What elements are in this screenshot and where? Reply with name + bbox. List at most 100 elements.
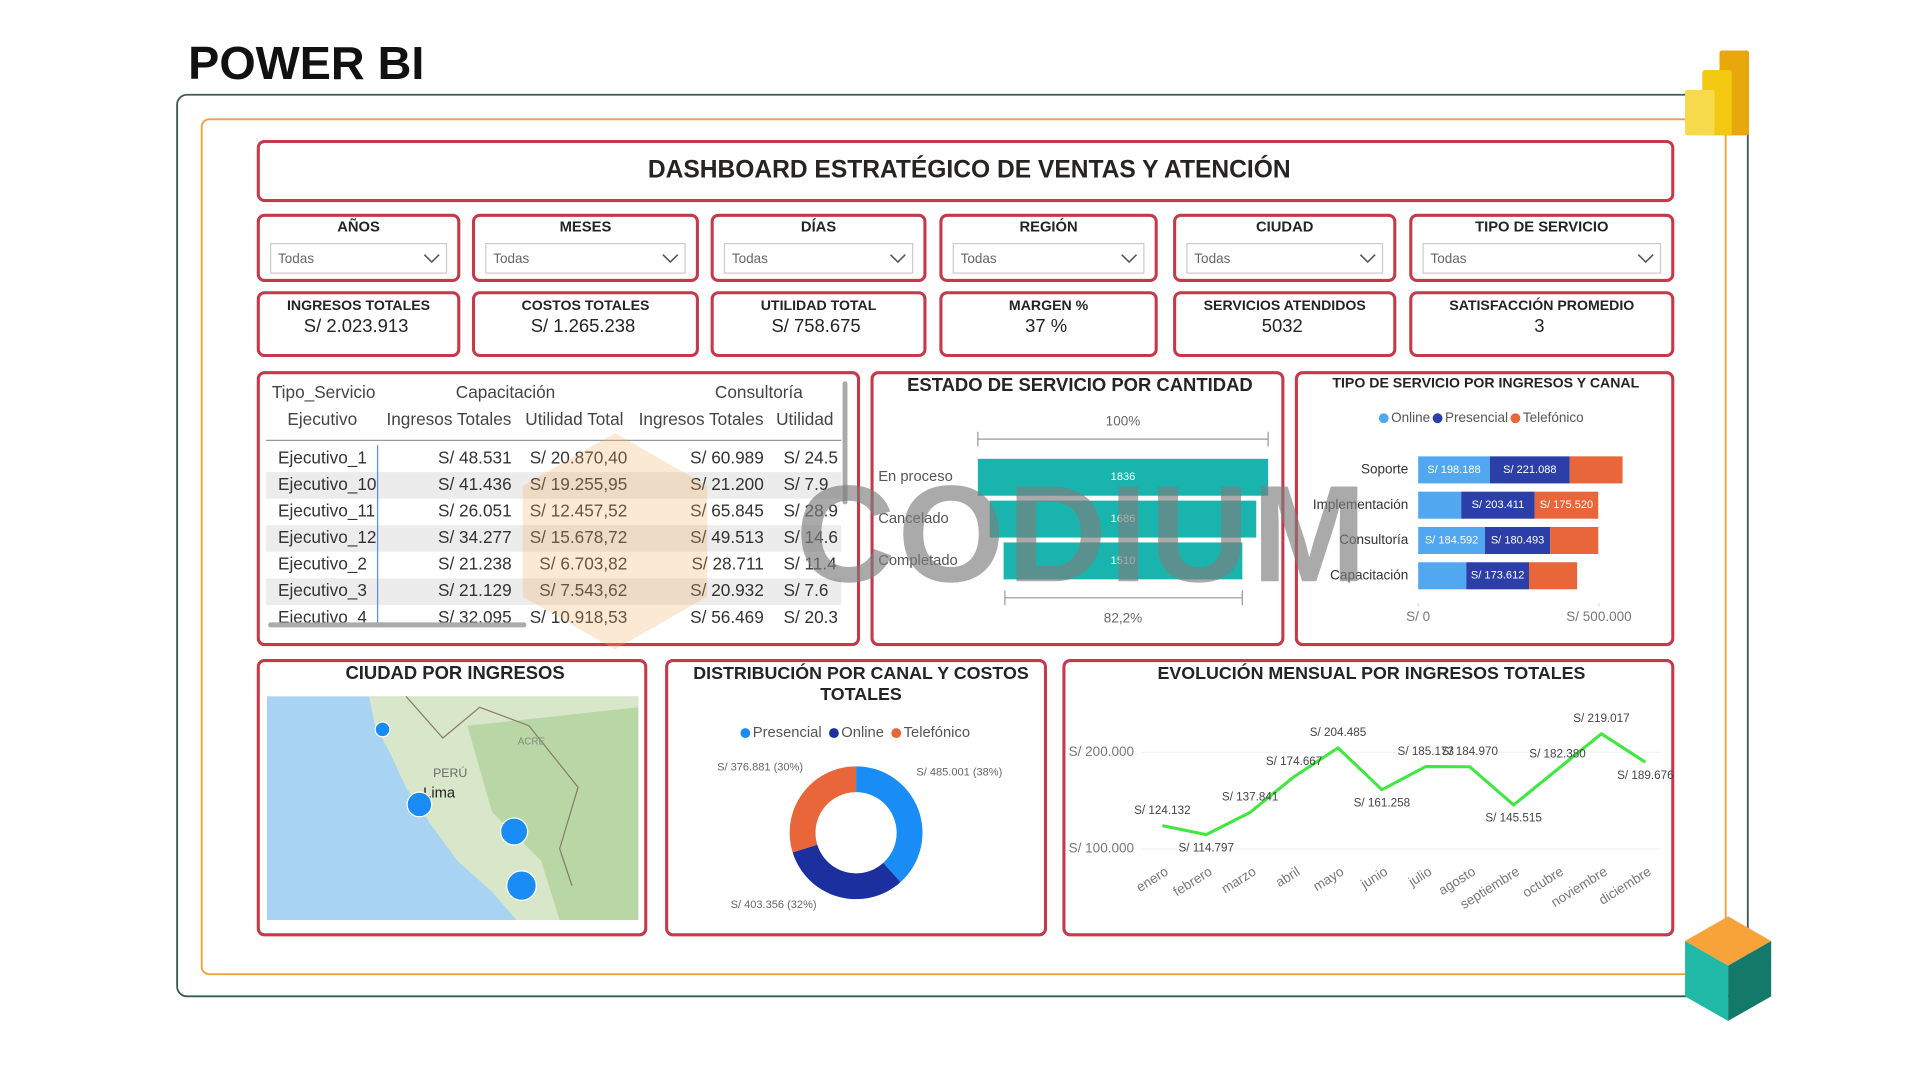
donut-value-label: S/ 403.356 (32%) bbox=[731, 899, 817, 911]
bar-segment bbox=[1418, 562, 1467, 590]
legend-label: Online bbox=[841, 725, 884, 741]
kpi-label: INGRESOS TOTALES bbox=[287, 297, 430, 313]
bar-segment bbox=[1534, 491, 1599, 519]
table-cell: S/ 28.9 bbox=[783, 501, 838, 521]
map-label: Lima bbox=[423, 785, 456, 801]
kpi-value: S/ 758.675 bbox=[771, 315, 860, 336]
legend-marker bbox=[891, 728, 902, 739]
dropdown-arrow[interactable] bbox=[662, 254, 679, 264]
dropdown-box[interactable] bbox=[952, 242, 1145, 274]
v-scrollbar bbox=[842, 381, 848, 505]
funnel-bar bbox=[977, 458, 1269, 496]
table-cell: S/ 21.200 bbox=[690, 474, 764, 494]
dropdown-box[interactable] bbox=[1186, 242, 1384, 274]
table-cell: S/ 14.6 bbox=[783, 527, 838, 547]
page-title: POWER BI bbox=[188, 37, 424, 89]
dropdown-box[interactable] bbox=[269, 242, 448, 274]
table-column-header: Utilidad Total bbox=[525, 409, 623, 429]
kpi-label: COSTOS TOTALES bbox=[522, 297, 650, 313]
table-group-header: Consultoría bbox=[715, 382, 803, 402]
bar-value-label: S/ 221.088 bbox=[1503, 464, 1556, 476]
filter-dropdown[interactable]: Todas bbox=[1422, 242, 1662, 274]
panel bbox=[939, 291, 1158, 358]
dropdown-arrow[interactable] bbox=[1121, 254, 1138, 264]
x-tick-label: S/ 0 bbox=[1406, 609, 1430, 624]
bar-value-label: S/ 175.520 bbox=[1540, 499, 1593, 511]
y-tick-label: S/ 100.000 bbox=[1069, 841, 1134, 856]
row-stripe bbox=[265, 578, 842, 605]
filter-dropdown[interactable]: Todas bbox=[485, 242, 686, 274]
dashboard-title: DASHBOARD ESTRATÉGICO DE VENTAS Y ATENCI… bbox=[648, 156, 1291, 184]
dropdown-arrow[interactable] bbox=[1637, 254, 1654, 264]
dropdown-arrow[interactable] bbox=[889, 254, 906, 264]
chart-title: ESTADO DE SERVICIO POR CANTIDAD bbox=[907, 374, 1253, 395]
filter-dropdown[interactable]: Todas bbox=[723, 242, 914, 274]
funnel-bar bbox=[1003, 542, 1243, 580]
table-cell: S/ 20.3 bbox=[783, 607, 838, 627]
filter-label: REGIÓN bbox=[1019, 217, 1077, 235]
map-bubble bbox=[374, 721, 391, 738]
kpi-value: 3 bbox=[1534, 315, 1544, 336]
table-cell: S/ 28.711 bbox=[691, 554, 763, 574]
point-value-label: S/ 137.841 bbox=[1222, 791, 1278, 804]
chart-title: TIPO DE SERVICIO POR INGRESOS Y CANAL bbox=[1332, 375, 1639, 391]
bar-segment bbox=[1484, 526, 1551, 555]
category-label: Consultoría bbox=[1339, 532, 1409, 547]
point-value-label: S/ 174.667 bbox=[1266, 755, 1322, 768]
filter-dropdown[interactable]: Todas bbox=[952, 242, 1145, 274]
legend-label: Presencial bbox=[753, 725, 822, 741]
legend-marker bbox=[1510, 413, 1521, 424]
funnel-category: En proceso bbox=[878, 469, 953, 485]
funnel-value-label: 1836 bbox=[1111, 471, 1136, 483]
map-forest bbox=[467, 707, 639, 921]
chart-title: CIUDAD POR INGRESOS bbox=[345, 662, 564, 683]
filter-dropdown[interactable]: Todas bbox=[1186, 242, 1384, 274]
table-cell: S/ 6.703,82 bbox=[539, 554, 627, 574]
funnel-category: Completado bbox=[878, 553, 958, 569]
bar-segment bbox=[1489, 456, 1570, 484]
dropdown-arrow[interactable] bbox=[423, 254, 440, 264]
table-cell: Ejecutivo_12 bbox=[278, 527, 377, 547]
category-label: Soporte bbox=[1361, 461, 1408, 476]
table-group-header: Tipo_Servicio bbox=[272, 382, 376, 402]
table-cell: S/ 21.238 bbox=[438, 554, 512, 574]
panel bbox=[665, 659, 1048, 937]
legend-label: Online bbox=[1391, 410, 1430, 425]
dropdown-box[interactable] bbox=[723, 242, 914, 274]
table-cell: S/ 65.845 bbox=[690, 501, 764, 521]
bar-value-label: S/ 203.411 bbox=[1472, 499, 1525, 511]
dropdown-value: Todas bbox=[961, 251, 997, 266]
bar-segment bbox=[1550, 526, 1599, 555]
dropdown-box[interactable] bbox=[485, 242, 686, 274]
filter-dropdown[interactable]: Todas bbox=[269, 242, 448, 274]
dropdown-arrow[interactable] bbox=[1359, 254, 1376, 264]
table-cell: S/ 60.989 bbox=[690, 447, 764, 467]
filter-label: AÑOS bbox=[337, 217, 380, 235]
chart-title: DISTRIBUCIÓN POR CANAL Y COSTOS TOTALES bbox=[693, 662, 1029, 704]
powerbi-logo bbox=[1685, 50, 1750, 136]
table-cell: S/ 20.932 bbox=[690, 580, 764, 600]
table-cell: Ejecutivo_10 bbox=[278, 474, 377, 494]
table-cell: S/ 7.543,62 bbox=[539, 580, 627, 600]
y-tick-label: S/ 200.000 bbox=[1069, 744, 1134, 759]
donut-slice bbox=[789, 766, 857, 853]
watermark-cube bbox=[522, 432, 708, 650]
dropdown-box[interactable] bbox=[1422, 242, 1662, 274]
category-label: Implementación bbox=[1313, 497, 1408, 512]
table-column-header: Ingresos Totales bbox=[386, 409, 511, 429]
panel bbox=[472, 291, 699, 358]
bar-segment bbox=[1418, 456, 1490, 484]
row-stripe bbox=[265, 525, 842, 552]
table-cell: S/ 10.918,53 bbox=[530, 607, 628, 627]
table-cell: S/ 7.6 bbox=[783, 580, 828, 600]
legend-marker bbox=[1378, 413, 1389, 424]
bar-value-label: S/ 184.592 bbox=[1425, 534, 1478, 546]
donut-value-label: S/ 485.001 (38%) bbox=[916, 766, 1002, 778]
funnel-bar bbox=[989, 500, 1257, 538]
donut-slice bbox=[792, 844, 901, 900]
dropdown-value: Todas bbox=[493, 251, 529, 266]
map-bubble bbox=[506, 870, 537, 901]
table-cell: S/ 12.457,52 bbox=[530, 501, 628, 521]
